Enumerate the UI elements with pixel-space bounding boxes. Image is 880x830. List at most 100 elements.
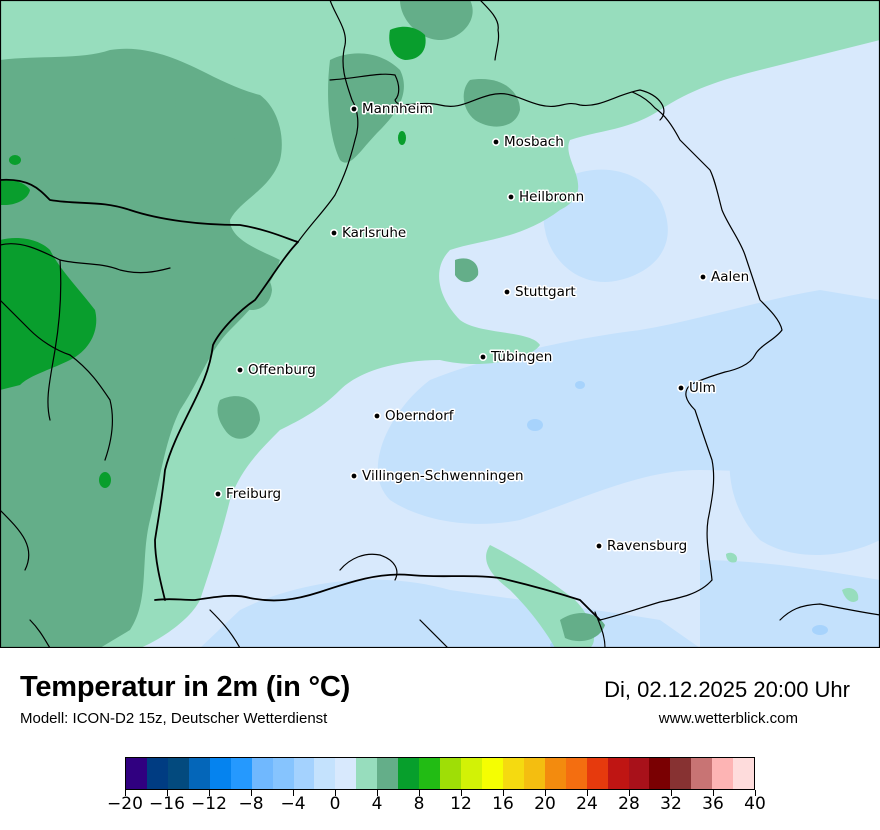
city-label: Mannheim: [362, 101, 433, 117]
city-label: Villingen-Schwenningen: [362, 468, 524, 484]
colorbar-segment: [209, 758, 231, 789]
colorbar-tick: [586, 790, 588, 796]
city-dot-icon: [491, 138, 500, 147]
city-marker: Oberndorf: [372, 407, 456, 426]
colorbar-tick: [166, 790, 168, 796]
city-label: Heilbronn: [519, 189, 584, 205]
city-markers: Mannheim Mosbach Heilbronn Karlsruhe Aalen St…: [214, 100, 751, 556]
city-label: Ravensburg: [607, 538, 687, 554]
colorbar-segment: [481, 758, 503, 789]
website-link[interactable]: www.wetterblick.com: [658, 710, 798, 727]
colorbar-tick-label: 24: [576, 794, 598, 814]
colorbar-tick-label: −20: [107, 794, 143, 814]
city-dot-icon: [372, 411, 381, 420]
colorbar-tick-label: 36: [702, 794, 724, 814]
colorbar-segment: [607, 758, 629, 789]
city-label: Oberndorf: [385, 408, 455, 424]
colorbar-tick: [754, 790, 756, 796]
city-dot-icon: [698, 272, 707, 281]
city-dot-icon: [214, 489, 223, 498]
city-label: Ulm: [689, 380, 716, 396]
colorbar-segment: [544, 758, 566, 789]
city-dot-icon: [478, 352, 487, 361]
colorbar-segment: [272, 758, 294, 789]
colorbar-segment: [251, 758, 273, 789]
colorbar-tick: [418, 790, 420, 796]
city-dot-icon: [676, 383, 685, 392]
zone-6-8: [0, 26, 426, 488]
colorbar-segment: [419, 758, 441, 789]
colorbar-segment: [565, 758, 587, 789]
city-label: Karlsruhe: [342, 225, 406, 241]
city-marker: Freiburg: [214, 485, 283, 504]
colorbar-tick: [544, 790, 546, 796]
colorbar-tick: [712, 790, 714, 796]
city-label: Stuttgart: [515, 284, 576, 300]
colorbar-tick-label: −16: [149, 794, 185, 814]
colorbar-segment: [126, 758, 147, 789]
city-marker: Villingen-Schwenningen: [349, 467, 525, 486]
borders: [0, 0, 880, 648]
colorbar-tick-label: 28: [618, 794, 640, 814]
colorbar-tick-label: 20: [534, 794, 556, 814]
colorbar-segment: [461, 758, 482, 789]
colorbar-segment: [314, 758, 336, 789]
city-dot-icon: [594, 541, 603, 550]
colorbar-tick: [124, 790, 126, 796]
colorbar-tick: [376, 790, 378, 796]
colorbar-tick-label: −8: [238, 794, 264, 814]
temperature-map[interactable]: Mannheim Mosbach Heilbronn Karlsruhe Aalen St…: [0, 0, 880, 648]
colorbar-segment: [670, 758, 692, 789]
colorbar-segment: [188, 758, 210, 789]
colorbar-tick-label: 0: [329, 794, 341, 814]
city-dot-icon: [502, 287, 511, 296]
colorbar-segment: [167, 758, 189, 789]
map-title: Temperatur in 2m (in °C): [20, 671, 351, 703]
colorbar-segment: [691, 758, 713, 789]
colorbar-segment: [523, 758, 545, 789]
colorbar-tick: [502, 790, 504, 796]
colorbar-segment: [230, 758, 252, 789]
city-label: Tübingen: [490, 349, 552, 365]
colorbar-tick-label: 32: [660, 794, 682, 814]
colorbar-segment: [586, 758, 608, 789]
city-marker: Tübingen: [478, 348, 554, 367]
colorbar-tick: [670, 790, 672, 796]
colorbar-segment: [733, 758, 755, 789]
colorbar-segment: [335, 758, 357, 789]
city-marker: Stuttgart: [502, 283, 577, 302]
colorbar-segment: [440, 758, 461, 789]
city-label: Aalen: [711, 269, 749, 285]
model-source: Modell: ICON-D2 15z, Deutscher Wetterdie…: [20, 710, 328, 727]
colorbar-tick: [292, 790, 294, 796]
city-marker: Ravensburg: [594, 537, 689, 556]
colorbar-tick: [208, 790, 210, 796]
city-marker: Offenburg: [236, 361, 317, 380]
colorbar-ticks: −20 −16 −12 −8 −4 0 4 8 12 16 20 24 28 32 36 40: [107, 790, 766, 830]
temperature-colorbar: [125, 757, 755, 790]
city-label: Freiburg: [226, 486, 281, 502]
colorbar-segment: [502, 758, 524, 789]
city-label: Offenburg: [248, 362, 316, 378]
colorbar-segment: [649, 758, 671, 789]
colorbar-segment: [293, 758, 315, 789]
colorbar-tick-label: 12: [450, 794, 472, 814]
colorbar-tick-label: 16: [492, 794, 514, 814]
colorbar-segment: [377, 758, 399, 789]
colorbar-segment: [712, 758, 734, 789]
city-dot-icon: [349, 105, 358, 114]
city-marker: Heilbronn: [506, 188, 586, 207]
colorbar-segment: [356, 758, 378, 789]
city-marker: Karlsruhe: [329, 224, 408, 243]
colorbar-segment: [146, 758, 168, 789]
city-label: Mosbach: [504, 134, 564, 150]
colorbar-tick-label: −4: [280, 794, 306, 814]
city-marker: Mannheim: [349, 100, 434, 119]
zone-minus2-0: [200, 169, 880, 648]
colorbar-tick: [250, 790, 252, 796]
city-dot-icon: [506, 193, 515, 202]
colorbar-tick: [334, 790, 336, 796]
city-marker: Aalen: [698, 268, 751, 287]
city-dot-icon: [236, 365, 245, 374]
colorbar-tick-label: 4: [371, 794, 383, 814]
